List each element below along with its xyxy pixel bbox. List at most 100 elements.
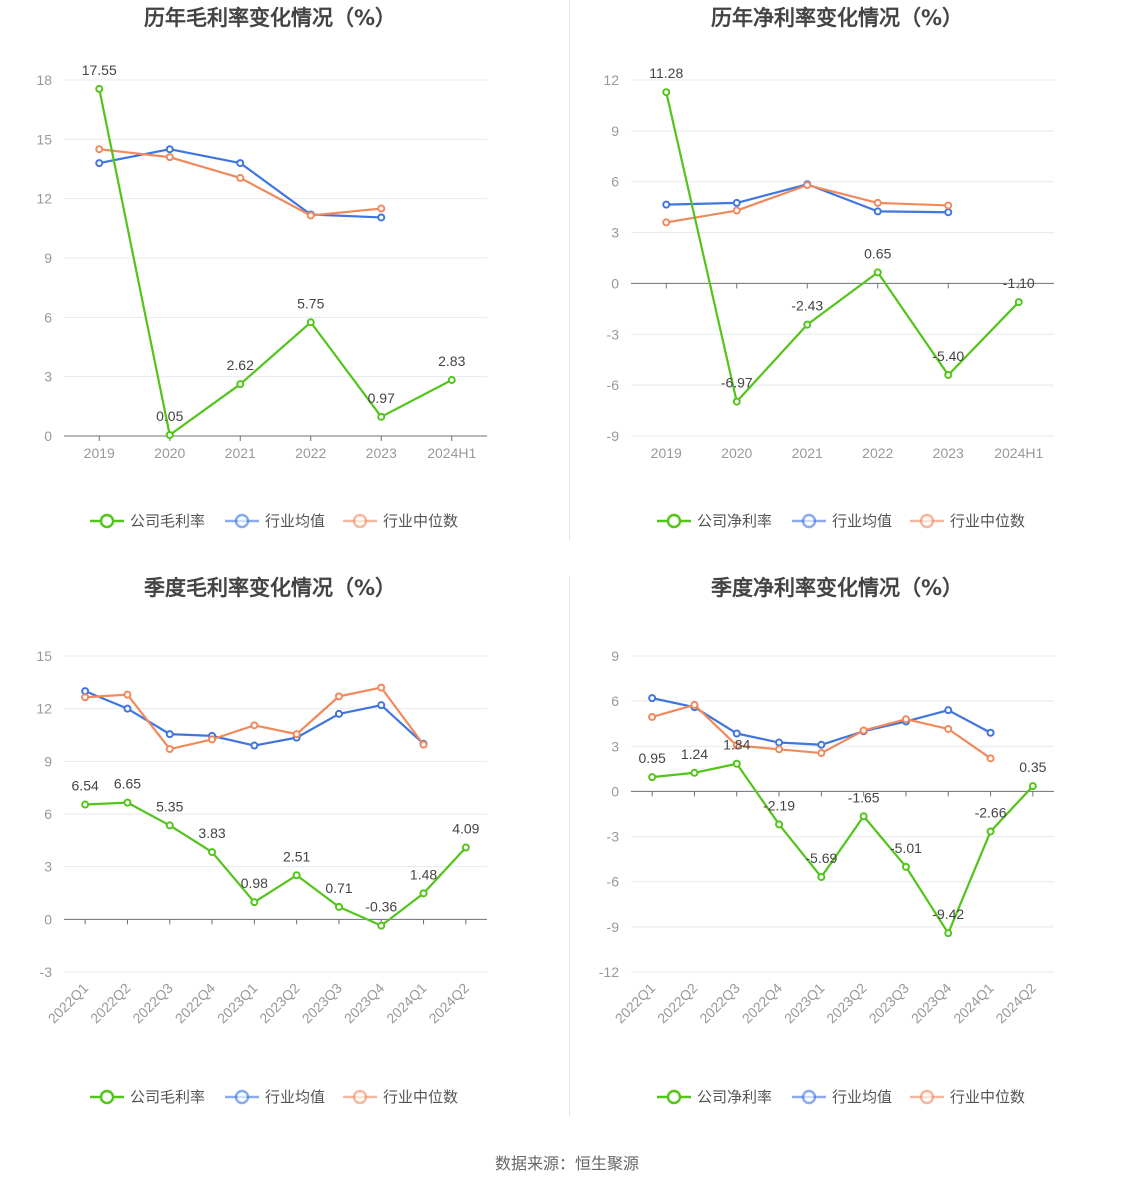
data-point-industry-avg	[123, 704, 132, 713]
x-tick-label: 2024H1	[427, 445, 476, 461]
x-tick-label: 2024Q1	[383, 980, 430, 1027]
divider-top	[569, 0, 570, 540]
x-tick-label: 2024Q2	[425, 980, 472, 1027]
data-point-industry-median	[775, 745, 784, 754]
data-point-industry-avg	[648, 694, 657, 703]
x-tick-label: 2022	[295, 445, 326, 461]
x-tick-label: 2023	[366, 445, 397, 461]
data-point-company	[250, 898, 259, 907]
legend-marker-industry-median	[919, 513, 935, 529]
data-point-company	[986, 827, 995, 836]
chart-panel-quarterly-net-margin: 季度净利率变化情况（%） -12 -9 -6 -3 0 3 6 9 2022Q1 2022Q2 202…	[567, 570, 1134, 1140]
data-point-industry-avg	[662, 200, 671, 209]
legend-label-industry-median: 行业中位数	[950, 512, 1025, 530]
data-label: -2.43	[791, 298, 823, 314]
data-point-industry-median	[419, 740, 428, 749]
legend-marker-industry-avg	[234, 1089, 250, 1105]
x-tick-label: 2023Q3	[299, 980, 346, 1027]
data-point-company	[81, 800, 90, 809]
x-tick-label: 2023	[933, 445, 964, 461]
x-tick-label: 2021	[792, 445, 823, 461]
data-point-industry-median	[81, 693, 90, 702]
chart-annual-gross-margin: 历年毛利率变化情况（%） 0 3 6 9 12 15 18 2019 2020 2021 2022 20…	[36, 6, 487, 530]
y-tick-label: 6	[44, 309, 52, 325]
legend-label-industry-avg: 行业均值	[265, 512, 325, 530]
chart-annual-net-margin: 历年净利率变化情况（%） -9 -6 -3 0 3 6 9 12 2019 2020 2021 2022…	[603, 6, 1054, 530]
legend-marker-company	[666, 513, 682, 529]
x-tick-label: 2023Q4	[908, 980, 955, 1027]
y-tick-label: 15	[36, 648, 52, 664]
data-point-company	[803, 320, 812, 329]
chart-title: 季度净利率变化情况（%）	[711, 576, 963, 600]
y-tick-label: -3	[607, 829, 620, 845]
data-point-industry-avg	[944, 208, 953, 217]
chart-panel-quarterly-gross-margin: 季度毛利率变化情况（%） -3 0 3 6 9 12 15 2022Q1 2022Q2 2022Q3…	[0, 570, 567, 1140]
series-line-industry-avg	[651, 697, 992, 746]
data-point-industry-median	[306, 211, 315, 220]
x-tick-label: 2023Q3	[866, 980, 913, 1027]
data-point-industry-avg	[95, 159, 104, 168]
series-line-industry-median	[85, 686, 425, 751]
data-point-industry-median	[377, 683, 386, 692]
data-label: 6.65	[114, 776, 141, 792]
y-tick-label: 0	[611, 275, 619, 291]
legend-marker-company	[666, 1089, 682, 1105]
data-point-company	[648, 773, 657, 782]
data-label: 2.51	[283, 848, 310, 864]
data-point-industry-median	[292, 730, 301, 739]
y-tick-label: 12	[36, 701, 52, 717]
y-tick-label: -3	[40, 964, 53, 980]
data-label: 1.24	[681, 746, 708, 762]
y-tick-label: 6	[44, 806, 52, 822]
legend-label-company: 公司净利率	[697, 1088, 772, 1106]
data-point-industry-avg	[250, 741, 259, 750]
x-tick-label: 2024Q2	[992, 980, 1039, 1027]
data-point-industry-avg	[775, 738, 784, 747]
legend-label-company: 公司毛利率	[130, 1088, 205, 1106]
data-label: -2.66	[975, 804, 1007, 820]
data-label: 5.35	[156, 798, 183, 814]
data-point-industry-median	[817, 749, 826, 758]
data-point-industry-avg	[732, 729, 741, 738]
data-point-company	[165, 821, 174, 830]
y-tick-label: 0	[611, 783, 619, 799]
x-tick-label: 2022Q4	[739, 980, 786, 1027]
data-point-industry-median	[873, 198, 882, 207]
legend-label-industry-median: 行业中位数	[383, 1088, 458, 1106]
chart-quarterly-gross-margin: 季度毛利率变化情况（%） -3 0 3 6 9 12 15 2022Q12022Q22022Q3…	[36, 576, 487, 1106]
legend-label-industry-median: 行业中位数	[950, 1088, 1025, 1106]
y-tick-label: 12	[36, 191, 52, 207]
y-tick-label: -6	[607, 377, 620, 393]
data-label: 0.71	[325, 880, 352, 896]
divider-bottom	[569, 576, 570, 1116]
data-label: 6.54	[72, 778, 99, 794]
y-tick-label: 12	[603, 72, 619, 88]
data-label: 5.75	[297, 295, 324, 311]
data-point-company	[732, 397, 741, 406]
data-point-company	[377, 921, 386, 930]
data-label: -2.19	[763, 797, 795, 813]
data-point-company	[165, 431, 174, 440]
data-point-industry-median	[944, 201, 953, 210]
chart-title: 季度毛利率变化情况（%）	[144, 576, 396, 600]
data-point-company	[859, 812, 868, 821]
data-point-company	[775, 820, 784, 829]
data-point-company	[419, 889, 428, 898]
data-point-industry-avg	[377, 213, 386, 222]
data-point-industry-avg	[944, 706, 953, 715]
legend-marker-industry-median	[352, 513, 368, 529]
data-label: -6.97	[721, 375, 753, 391]
data-label: 1.48	[410, 866, 437, 882]
legend-label-company: 公司净利率	[697, 512, 772, 530]
data-label: -1.10	[1003, 275, 1035, 291]
y-tick-label: -9	[607, 919, 620, 935]
chart-title: 历年净利率变化情况（%）	[711, 6, 963, 30]
series-line-company	[665, 91, 1020, 403]
x-tick-label: 2020	[721, 445, 752, 461]
y-tick-label: -6	[607, 874, 620, 890]
data-point-company	[461, 843, 470, 852]
data-point-industry-median	[250, 721, 259, 730]
y-tick-label: 3	[611, 738, 619, 754]
x-tick-label: 2024H1	[994, 445, 1043, 461]
data-point-industry-median	[944, 724, 953, 733]
